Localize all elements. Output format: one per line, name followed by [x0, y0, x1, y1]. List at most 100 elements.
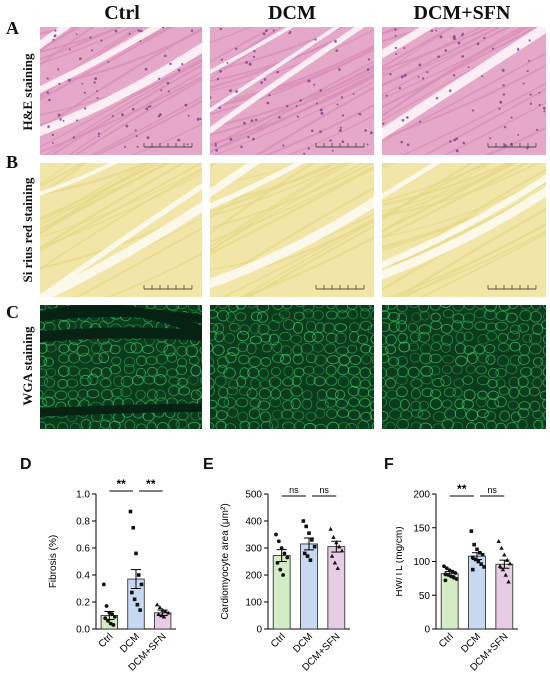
bar-ctrl: [440, 573, 459, 630]
y-tick-label: 0: [424, 625, 430, 636]
chart-letter-d: D: [20, 456, 32, 473]
y-axis-label: Fibrosis (%): [48, 535, 59, 588]
y-tick-label: 100: [413, 557, 430, 568]
data-point: [446, 573, 451, 577]
data-point: [112, 614, 117, 619]
data-point: [165, 610, 171, 615]
data-point: [334, 540, 339, 545]
data-point: [301, 519, 306, 523]
wga-panel-ctrl: [40, 305, 202, 429]
y-tick-label: 150: [413, 523, 430, 534]
data-point: [134, 551, 138, 556]
data-point: [473, 557, 478, 562]
data-point: [274, 532, 278, 537]
y-tick-label: 200: [245, 571, 262, 582]
data-point: [139, 582, 144, 587]
data-point: [312, 544, 317, 549]
data-point: [101, 582, 106, 587]
micrograph-texture: [382, 305, 546, 429]
data-point: [469, 529, 474, 533]
significance-label: **: [146, 477, 156, 491]
data-point: [443, 578, 448, 583]
row-label-wga: WGA staining: [20, 326, 35, 406]
y-tick-label: 300: [245, 544, 262, 555]
data-point: [502, 552, 507, 557]
data-point: [335, 565, 340, 570]
data-point: [302, 551, 307, 556]
data-point: [138, 608, 142, 612]
sirius-panel-dcm: [210, 163, 374, 297]
y-tick-label: 500: [245, 490, 262, 501]
he-panel-ctrl: [40, 27, 202, 155]
data-point: [282, 551, 287, 556]
micrograph-texture: [40, 305, 202, 429]
data-point: [160, 607, 165, 612]
data-point: [504, 557, 510, 562]
he-panel-dcm-sfn: [382, 27, 546, 155]
y-axis-label: HW/TL (mg/cm): [396, 526, 405, 596]
data-point: [304, 524, 308, 529]
data-point: [507, 561, 513, 566]
y-tick-label: 400: [245, 517, 262, 528]
data-point: [275, 560, 280, 565]
micrograph-texture: [40, 163, 202, 297]
data-point: [305, 554, 310, 558]
data-point: [103, 616, 108, 621]
data-point: [453, 571, 458, 575]
data-point: [128, 509, 133, 514]
data-point: [161, 614, 167, 619]
y-tick-label: 0.6: [76, 544, 90, 555]
data-point: [478, 550, 482, 555]
sirius-panel-dcm-sfn: [382, 163, 546, 297]
data-point: [506, 579, 511, 584]
data-point: [136, 573, 141, 577]
row-label-he: H&E staining: [20, 53, 35, 131]
column-title-dcm-sfn: DCM+SFN: [413, 2, 511, 24]
data-point: [454, 577, 459, 581]
data-point: [449, 574, 453, 579]
data-point: [156, 611, 161, 616]
significance-label: ns: [487, 485, 497, 495]
bar-ctrl: [272, 555, 291, 630]
significance-label: **: [457, 482, 467, 496]
y-axis-label: Cardiomyocyte area (μm²): [220, 503, 231, 619]
row-label-sirius: Si rius red staining: [20, 177, 35, 283]
data-point: [447, 568, 452, 573]
data-point: [482, 565, 486, 569]
y-tick-label: 0: [256, 625, 262, 636]
micrograph-texture: [210, 163, 374, 297]
data-point: [452, 575, 456, 580]
y-tick-label: 200: [413, 490, 430, 501]
data-point: [281, 573, 285, 577]
data-point: [499, 545, 504, 550]
y-tick-label: 0.4: [76, 571, 90, 582]
data-point: [496, 538, 501, 543]
data-point: [278, 567, 283, 572]
data-point: [476, 559, 481, 564]
data-point: [159, 613, 164, 618]
column-title-dcm: DCM: [268, 2, 316, 24]
data-point: [308, 558, 313, 562]
y-tick-label: 0.2: [76, 598, 90, 609]
data-point: [132, 597, 137, 602]
chart-cardiomyocyte-area: 0 100 200 300 400 500 Cardiomyocyte area (μm²)…: [220, 485, 350, 674]
data-point: [104, 604, 109, 608]
x-tick-label: Ctrl: [437, 631, 456, 650]
y-tick-label: 1.0: [76, 490, 90, 501]
data-point: [470, 555, 475, 560]
micrograph-texture: [382, 163, 546, 297]
data-point: [339, 548, 345, 553]
data-point: [444, 566, 449, 571]
data-point: [157, 605, 163, 610]
data-point: [475, 547, 479, 552]
micrograph-texture: [382, 27, 546, 155]
y-tick-label: 50: [419, 591, 431, 602]
data-point: [111, 623, 116, 627]
wga-panel-dcm-sfn: [382, 305, 546, 429]
micrograph-texture: [40, 27, 202, 155]
data-point: [154, 602, 160, 607]
significance-label: ns: [319, 485, 329, 495]
data-point: [470, 567, 475, 572]
